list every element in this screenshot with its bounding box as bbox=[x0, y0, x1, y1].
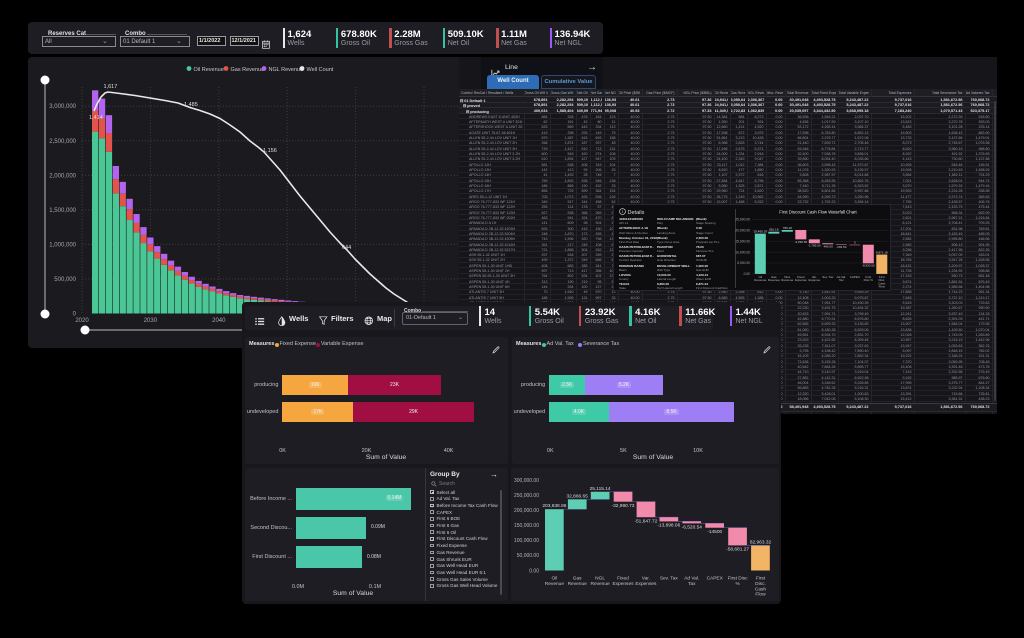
svg-text:8,871.18: 8,871.18 bbox=[876, 250, 888, 254]
svg-text:Tax: Tax bbox=[688, 581, 696, 587]
svg-text:Ad Val.: Ad Val. bbox=[684, 576, 699, 582]
svg-text:-466.50: -466.50 bbox=[823, 245, 834, 249]
svg-text:Revenue: Revenue bbox=[590, 581, 610, 587]
svg-text:Var.: Var. bbox=[812, 275, 817, 279]
svg-text:15,000.00: 15,000.00 bbox=[735, 239, 750, 243]
svg-text:First: First bbox=[756, 576, 766, 582]
svg-text:-58,681.27: -58,681.27 bbox=[726, 547, 749, 553]
svg-text:1,000,000: 1,000,000 bbox=[49, 242, 76, 248]
svg-text:i: i bbox=[622, 209, 623, 214]
svg-text:Expenses: Expenses bbox=[612, 581, 634, 587]
svg-text:100,000.00: 100,000.00 bbox=[514, 538, 539, 544]
svg-text:First Discount Cash Flow Water: First Discount Cash Flow Waterfall Chart bbox=[779, 210, 857, 215]
svg-text:Revenue: Revenue bbox=[768, 278, 780, 282]
svg-text:3,000,000: 3,000,000 bbox=[49, 104, 76, 110]
svg-text:-8,530.50: -8,530.50 bbox=[862, 264, 875, 268]
svg-text:Var.: Var. bbox=[642, 576, 650, 582]
svg-text:-51,647.72: -51,647.72 bbox=[634, 518, 657, 524]
svg-text:2,500,000: 2,500,000 bbox=[49, 139, 76, 145]
svg-text:2030: 2030 bbox=[144, 318, 158, 324]
svg-text:500,000: 500,000 bbox=[54, 277, 76, 283]
svg-text:0.00: 0.00 bbox=[744, 272, 751, 276]
svg-text:32,866.65: 32,866.65 bbox=[567, 493, 589, 499]
svg-text:-14500: -14500 bbox=[707, 529, 722, 535]
svg-text:20,000.00: 20,000.00 bbox=[735, 229, 750, 233]
svg-text:18,466.18: 18,466.18 bbox=[754, 229, 768, 233]
svg-text:Expense: Expense bbox=[808, 278, 820, 282]
svg-text:644: 644 bbox=[342, 245, 351, 251]
svg-text:Oil: Oil bbox=[758, 275, 762, 279]
svg-text:250,000.00: 250,000.00 bbox=[514, 493, 539, 499]
svg-text:1,500,000: 1,500,000 bbox=[49, 208, 76, 214]
svg-text:1,617: 1,617 bbox=[104, 84, 118, 90]
svg-text:10,000.00: 10,000.00 bbox=[735, 250, 750, 254]
svg-text:Revenue: Revenue bbox=[781, 278, 793, 282]
svg-text:-32,990.73: -32,990.73 bbox=[612, 503, 635, 509]
svg-text:200,000.00: 200,000.00 bbox=[514, 508, 539, 514]
svg-text:-203.50: -203.50 bbox=[836, 245, 847, 249]
svg-text:2040: 2040 bbox=[212, 318, 226, 324]
svg-text:150,000.00: 150,000.00 bbox=[514, 523, 539, 529]
svg-text:First Disc: First Disc bbox=[728, 576, 749, 582]
svg-text:Sev. Tax: Sev. Tax bbox=[660, 576, 679, 582]
svg-text:0.00: 0.00 bbox=[529, 568, 539, 574]
svg-text:Sev. Tax: Sev. Tax bbox=[822, 275, 834, 279]
svg-text:Fixed: Fixed bbox=[617, 576, 629, 582]
svg-text:Revenue: Revenue bbox=[754, 278, 766, 282]
svg-text:Disc.: Disc. bbox=[878, 278, 885, 282]
svg-text:0: 0 bbox=[73, 312, 77, 318]
svg-text:1,414: 1,414 bbox=[89, 115, 103, 121]
svg-text:CAPEX: CAPEX bbox=[707, 576, 724, 582]
svg-text:Revenue: Revenue bbox=[545, 581, 565, 587]
svg-text:Expenses: Expenses bbox=[635, 581, 657, 587]
svg-text:300,000.00: 300,000.00 bbox=[514, 478, 539, 484]
svg-text:1,156: 1,156 bbox=[263, 148, 277, 154]
svg-text:-1,785.50: -1,785.50 bbox=[808, 244, 821, 248]
svg-text:Cash: Cash bbox=[755, 586, 767, 592]
svg-text:Oil Revenue: Oil Revenue bbox=[194, 67, 224, 73]
svg-text:Revenue: Revenue bbox=[568, 581, 588, 587]
svg-text:2,000,000: 2,000,000 bbox=[49, 173, 76, 179]
svg-text:Gas: Gas bbox=[771, 275, 777, 279]
svg-text:Expense: Expense bbox=[795, 278, 807, 282]
svg-text:25,000.00: 25,000.00 bbox=[735, 218, 750, 222]
svg-text:2020: 2020 bbox=[75, 318, 89, 324]
svg-text:Gas Revenue: Gas Revenue bbox=[231, 67, 265, 73]
svg-text:1,485: 1,485 bbox=[184, 102, 198, 108]
svg-text:25,115.14: 25,115.14 bbox=[590, 486, 611, 492]
svg-text:First: First bbox=[879, 275, 885, 279]
svg-text:0: 0 bbox=[854, 241, 856, 245]
svg-text:82,963.32: 82,963.32 bbox=[750, 540, 772, 546]
svg-text:Flow: Flow bbox=[755, 592, 766, 598]
svg-text:-6,520.54: -6,520.54 bbox=[682, 525, 703, 531]
svg-text:Disc.: Disc. bbox=[755, 581, 766, 587]
svg-text:Well Count: Well Count bbox=[307, 67, 334, 73]
svg-text:Tax: Tax bbox=[839, 278, 844, 282]
svg-text:Gas: Gas bbox=[573, 576, 582, 582]
svg-text:Cash: Cash bbox=[878, 281, 885, 285]
svg-text:789.18: 789.18 bbox=[783, 226, 793, 230]
svg-text:CAPEX: CAPEX bbox=[850, 275, 860, 279]
svg-text:NGL Revenue: NGL Revenue bbox=[269, 67, 304, 73]
svg-text:50,000.00: 50,000.00 bbox=[517, 553, 539, 559]
svg-text:NGL: NGL bbox=[784, 275, 791, 279]
svg-text:881.18: 881.18 bbox=[769, 228, 779, 232]
svg-text:203,638.86: 203,638.86 bbox=[542, 503, 566, 509]
svg-text:Fixed: Fixed bbox=[797, 275, 805, 279]
svg-text:Oil: Oil bbox=[551, 576, 557, 582]
svg-text:5,000.00: 5,000.00 bbox=[737, 261, 750, 265]
svg-text:Flow: Flow bbox=[879, 285, 886, 289]
svg-text:%: % bbox=[735, 581, 740, 587]
svg-text:-13,898.06: -13,898.06 bbox=[657, 523, 680, 529]
svg-text:-4,290.50: -4,290.50 bbox=[794, 240, 807, 244]
svg-text:NGL: NGL bbox=[595, 576, 605, 582]
svg-text:First: First bbox=[865, 275, 871, 279]
svg-text:Disc %: Disc % bbox=[864, 278, 874, 282]
svg-text:Ad Val.: Ad Val. bbox=[837, 275, 847, 279]
